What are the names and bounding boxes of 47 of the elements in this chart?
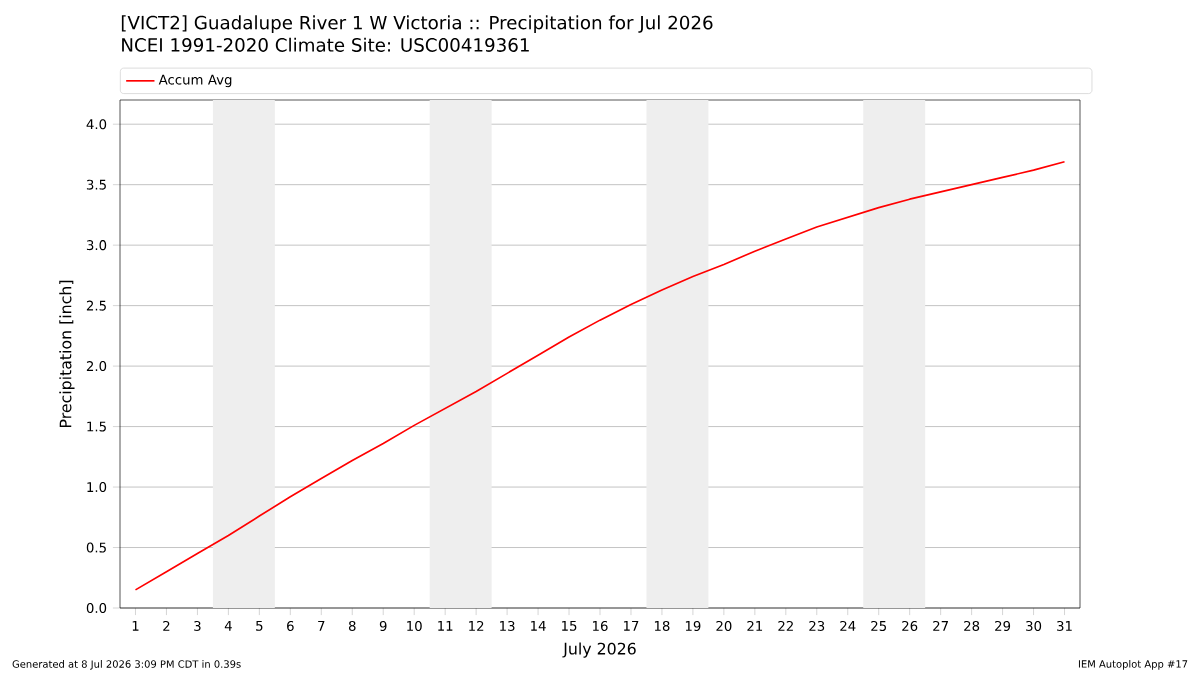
x-tick-label: 23 xyxy=(809,620,825,631)
legend-label: Accum Avg xyxy=(158,74,232,88)
x-tick-label: 20 xyxy=(716,620,732,631)
text: IEM Autoplot App #17 xyxy=(1078,660,1188,670)
y-tick-label: 0.0 xyxy=(86,602,107,614)
x-tick-label: 17 xyxy=(623,620,639,631)
x-tick-label: 19 xyxy=(685,620,701,631)
x-tick-label: 29 xyxy=(995,620,1011,631)
x-tick-label: 14 xyxy=(531,620,546,631)
x-tick-label: 13 xyxy=(500,620,515,631)
x-tick-label: 11 xyxy=(438,620,453,631)
x-tick-label: 21 xyxy=(747,620,763,631)
x-tick-label: 27 xyxy=(933,620,948,631)
x-tick-label: 12 xyxy=(469,620,484,631)
x-tick-label: 7 xyxy=(318,620,325,631)
chart-subtitle: NCEI 1991-2020 Climate Site: USC00419361 xyxy=(122,37,529,52)
x-tick-label: 1 xyxy=(132,620,139,631)
x-tick-label: 31 xyxy=(1057,620,1072,631)
x-tick-label: 5 xyxy=(256,620,263,631)
y-tick-label: 2.5 xyxy=(86,300,106,311)
x-tick-label: 26 xyxy=(902,620,918,631)
x-tick-label: 4 xyxy=(224,620,232,631)
x-tick-label: 6 xyxy=(287,620,294,631)
text: Generated at 8 Jul 2026 3:09 PM CDT in 0.39s xyxy=(12,660,241,670)
x-axis-title: July 2026 xyxy=(562,642,636,658)
x-tick-label: 16 xyxy=(593,620,608,631)
x-tick-label: 28 xyxy=(964,620,980,631)
x-tick-label: 15 xyxy=(562,620,577,631)
y-tick-label: 4.0 xyxy=(86,119,107,130)
x-tick-label: 3 xyxy=(194,620,201,631)
x-tick-label: 18 xyxy=(654,620,670,631)
x-tick-label: 30 xyxy=(1026,620,1042,631)
x-tick-label: 25 xyxy=(871,620,886,631)
y-tick-label: 1.0 xyxy=(87,482,107,493)
x-tick-label: 2 xyxy=(163,620,170,631)
y-tick-label: 1.5 xyxy=(87,421,106,432)
x-tick-label: 8 xyxy=(348,620,356,631)
x-tick-label: 22 xyxy=(778,620,793,631)
y-tick-label: 3.0 xyxy=(86,240,107,251)
y-tick-label: 2.0 xyxy=(86,361,107,372)
x-tick-label: 10 xyxy=(407,620,422,631)
x-tick-label: 9 xyxy=(379,620,387,631)
y-tick-label: 0.5 xyxy=(86,542,106,553)
y-tick-label: 3.5 xyxy=(86,179,106,190)
y-axis-title: Precipitation [inch] xyxy=(59,280,75,427)
x-tick-label: 24 xyxy=(840,620,856,631)
chart-title: [VICT2] Guadalupe River 1 W Victoria :: Precipitation for Jul 2026 xyxy=(121,15,713,33)
